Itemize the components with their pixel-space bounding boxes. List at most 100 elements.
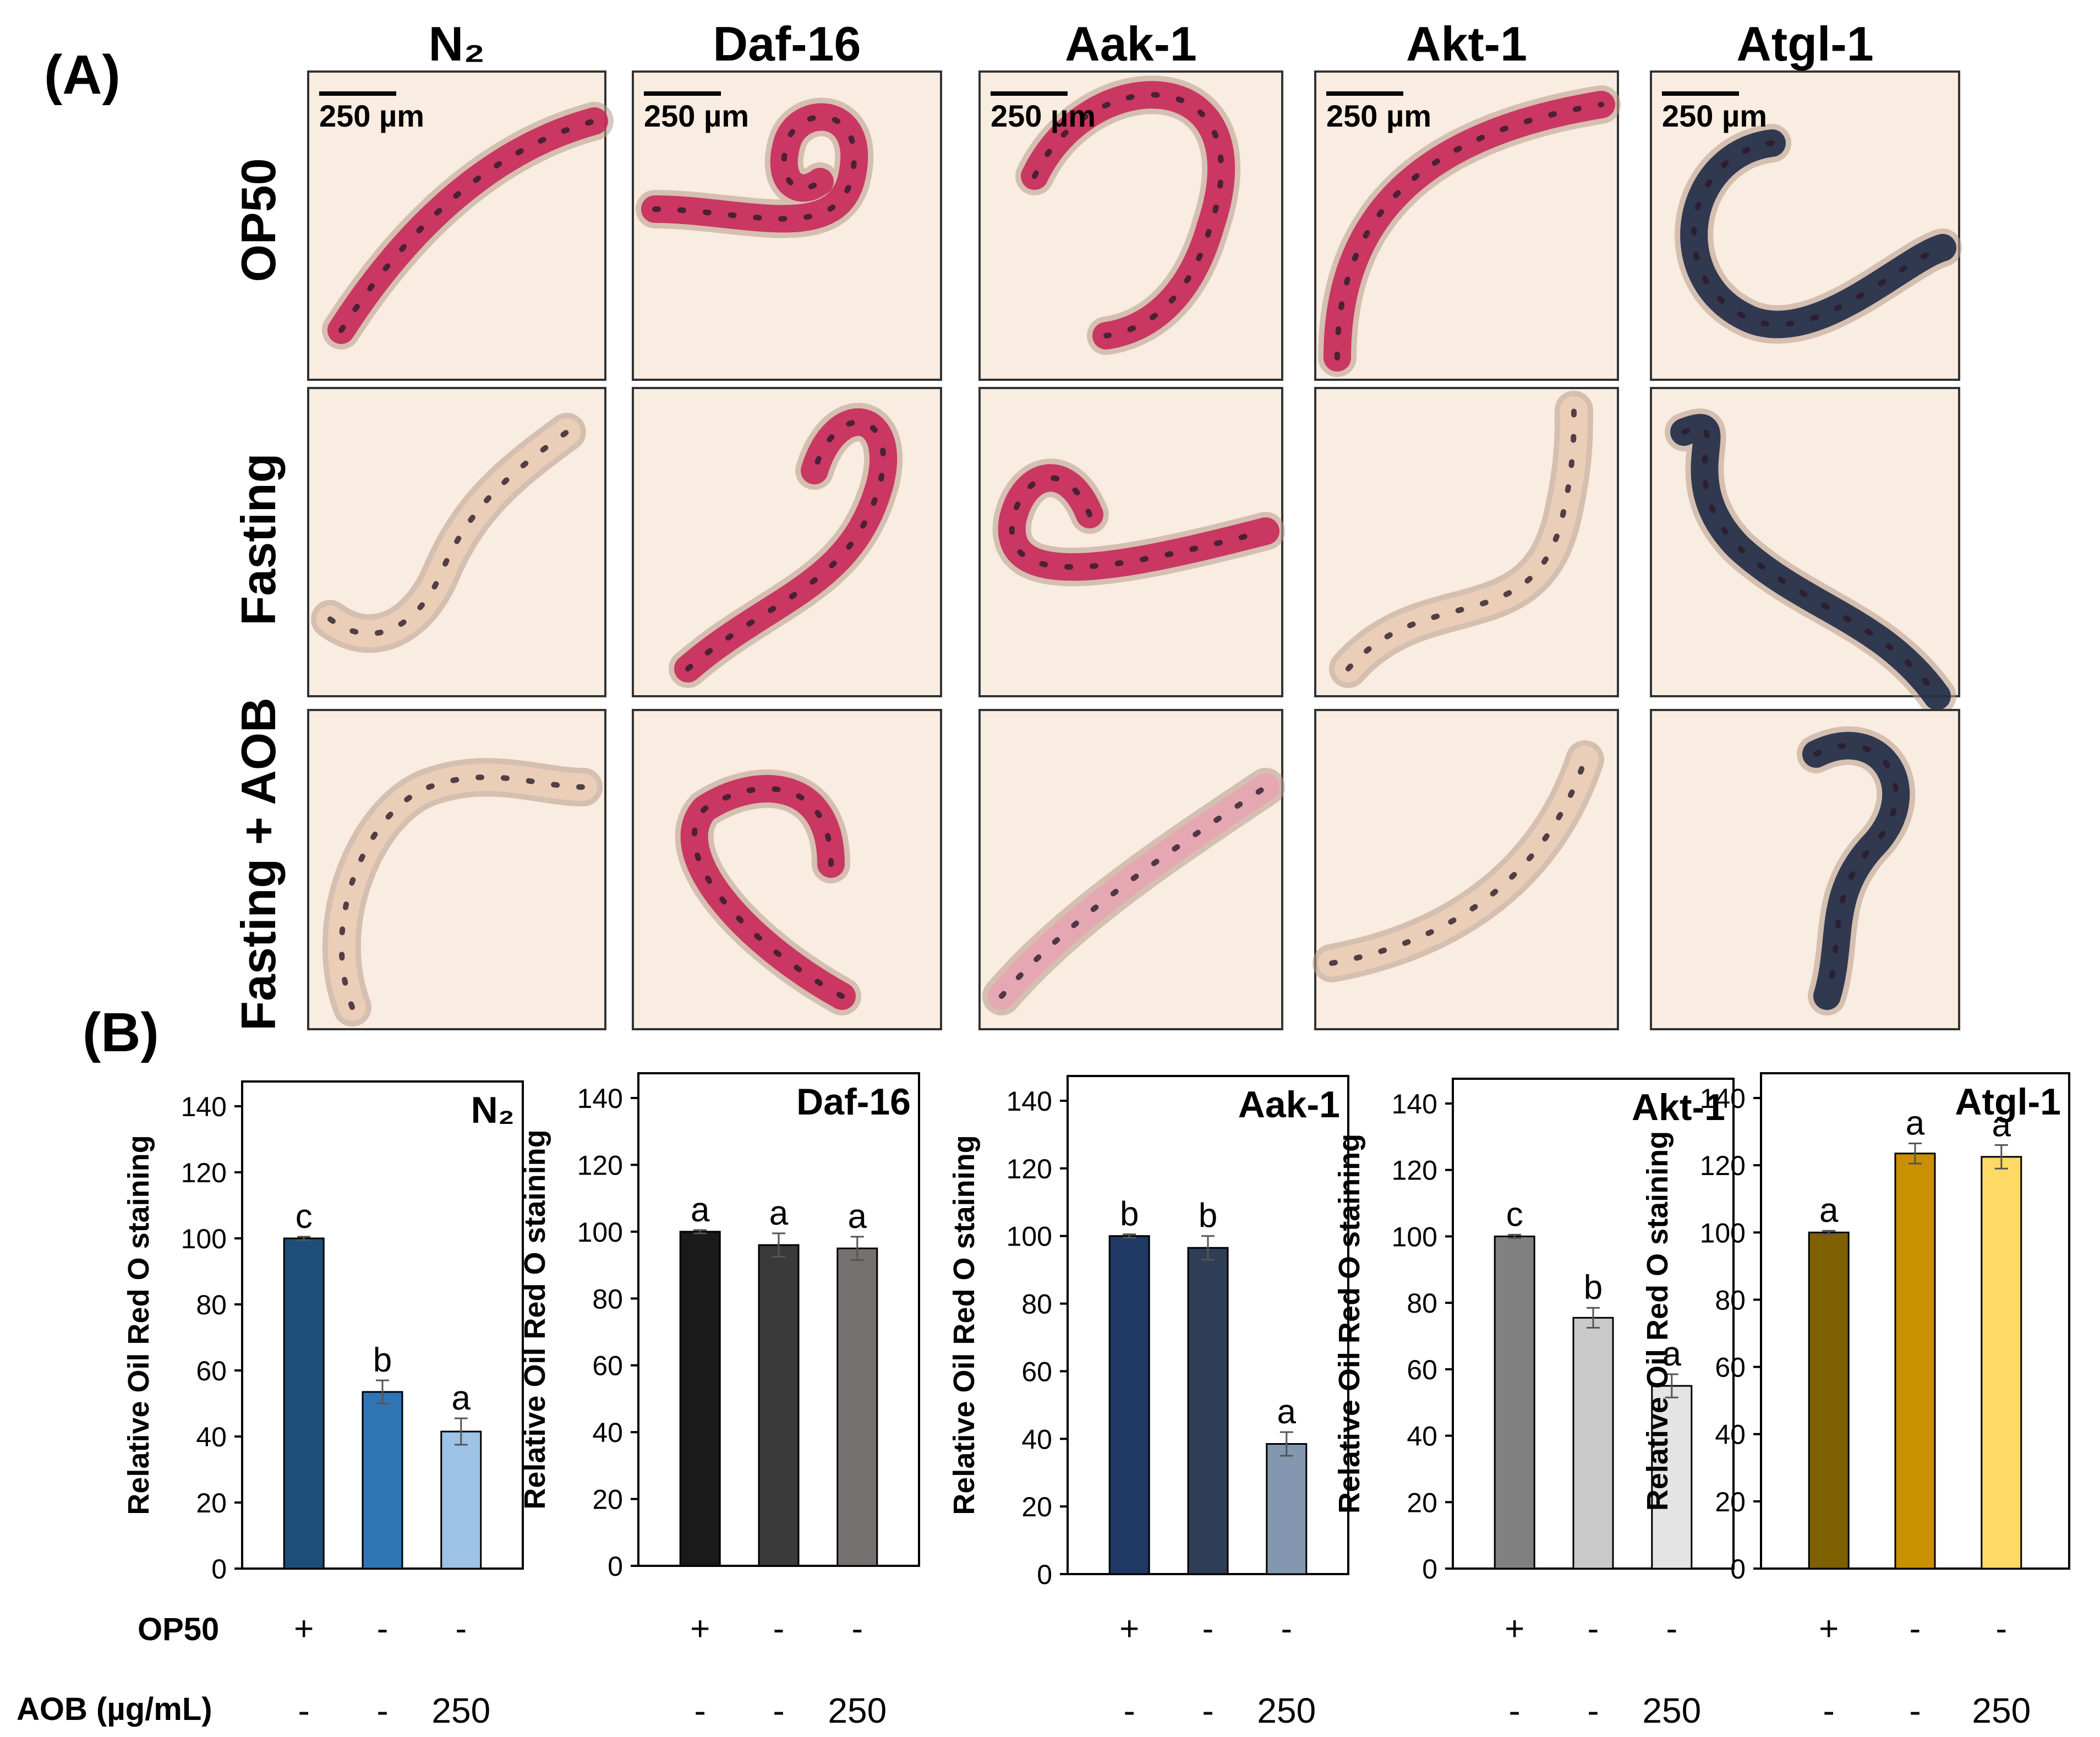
micrograph-tile xyxy=(632,709,942,1030)
y-tick-label: 0 xyxy=(1422,1554,1437,1585)
bar-chart: N₂ 0 20 40 60 80 100 120 140 Relative Oil Red O s… xyxy=(122,1080,524,1730)
significance-letter: c xyxy=(296,1198,313,1236)
aob-value: - xyxy=(376,1691,388,1730)
worm-body xyxy=(316,418,581,648)
chart-title: Aak-1 xyxy=(1238,1084,1340,1126)
op50-sign: - xyxy=(1910,1610,1921,1648)
op50-sign: - xyxy=(1666,1610,1677,1648)
y-tick-label: 120 xyxy=(181,1157,227,1188)
significance-letter: b xyxy=(1120,1195,1139,1233)
condition-label: Fasting + AOB xyxy=(231,697,286,1030)
y-tick-label: 0 xyxy=(211,1554,227,1585)
bar xyxy=(1187,1247,1229,1575)
aob-value: 250 xyxy=(828,1691,887,1730)
lipid-droplets xyxy=(652,114,857,222)
op50-sign: + xyxy=(294,1610,314,1648)
y-tick-label: 0 xyxy=(1730,1554,1746,1585)
op50-sign: + xyxy=(690,1610,710,1648)
lipid-droplets xyxy=(1681,425,1940,699)
aob-value: 250 xyxy=(431,1691,490,1730)
chart-title: N₂ xyxy=(471,1089,515,1131)
bar xyxy=(758,1244,800,1567)
y-tick-label: 120 xyxy=(1007,1154,1052,1184)
significance-letter: c xyxy=(1506,1195,1523,1233)
micrograph-tile xyxy=(978,709,1285,1030)
significance-letter: b xyxy=(1584,1269,1603,1307)
scale-bar-label: 250 µm xyxy=(644,99,749,133)
significance-letter: b xyxy=(373,1341,392,1379)
strain-header: Daf-16 xyxy=(713,17,861,71)
significance-letter: a xyxy=(1906,1104,1925,1142)
micrograph-tile xyxy=(632,387,942,697)
y-tick-label: 140 xyxy=(1392,1089,1437,1119)
y-tick-label: 40 xyxy=(1407,1421,1437,1452)
lipid-droplets xyxy=(1335,102,1604,360)
y-tick-label: 100 xyxy=(577,1217,623,1248)
y-tick-label: 140 xyxy=(1700,1083,1746,1114)
condition-label: OP50 xyxy=(231,158,286,282)
y-tick-label: 100 xyxy=(181,1223,227,1254)
op50-row-label: OP50 xyxy=(138,1612,219,1647)
strain-header: Atgl-1 xyxy=(1736,17,1873,71)
y-tick-label: 80 xyxy=(196,1290,227,1320)
bar-charts: N₂ 0 20 40 60 80 100 120 140 Relative Oil Red O s… xyxy=(122,1072,2070,1730)
bar xyxy=(283,1237,325,1570)
op50-sign: - xyxy=(851,1610,863,1648)
op50-sign: - xyxy=(1281,1610,1292,1648)
scale-bar-label: 250 µm xyxy=(1326,99,1431,133)
lipid-droplets xyxy=(1329,757,1588,966)
strain-header: N₂ xyxy=(429,17,485,71)
y-tick-label: 0 xyxy=(608,1551,623,1582)
y-tick-label: 40 xyxy=(592,1417,623,1448)
bar xyxy=(362,1391,403,1570)
aob-value: - xyxy=(298,1691,310,1730)
significance-letter: a xyxy=(769,1194,789,1232)
micrograph-tile xyxy=(307,387,606,697)
y-tick-label: 20 xyxy=(592,1484,623,1515)
scale-bar-label: 250 µm xyxy=(319,99,424,133)
y-tick-label: 60 xyxy=(1407,1354,1437,1385)
aob-value: - xyxy=(1124,1691,1135,1730)
significance-letter: a xyxy=(1277,1393,1297,1431)
y-axis-label: Relative Oil Red O staining xyxy=(1641,1131,1674,1511)
bar xyxy=(836,1247,878,1567)
strain-header: Akt-1 xyxy=(1406,17,1527,71)
y-tick-label: 120 xyxy=(1392,1155,1437,1186)
y-tick-label: 60 xyxy=(1021,1356,1052,1387)
bar xyxy=(1572,1317,1614,1570)
lipid-droplets xyxy=(1346,407,1577,671)
op50-sign: - xyxy=(1588,1610,1599,1648)
bar-chart: Aak-1 0 20 40 60 80 100 120 140 Relative Oil Red … xyxy=(948,1075,1349,1730)
aob-value: 250 xyxy=(1972,1691,2031,1730)
aob-value: 250 xyxy=(1257,1691,1316,1730)
y-axis-label: Relative Oil Red O staining xyxy=(518,1129,551,1509)
op50-sign: - xyxy=(773,1610,785,1648)
lipid-droplets xyxy=(338,774,586,1010)
y-tick-label: 100 xyxy=(1700,1217,1746,1248)
y-tick-label: 80 xyxy=(1715,1285,1746,1315)
aob-value: - xyxy=(1587,1691,1599,1730)
bar xyxy=(1266,1443,1308,1575)
aob-value: - xyxy=(1202,1691,1213,1730)
panel-a-label: (A) xyxy=(44,44,121,106)
micrograph-tile: 250 µm xyxy=(1314,70,1621,381)
scale-bar-label: 250 µm xyxy=(1662,99,1767,133)
y-tick-label: 120 xyxy=(577,1150,623,1181)
significance-letter: a xyxy=(1992,1106,2011,1144)
aob-value: - xyxy=(1909,1691,1921,1730)
significance-letter: a xyxy=(1819,1192,1839,1230)
y-tick-label: 20 xyxy=(1407,1487,1437,1518)
y-tick-label: 20 xyxy=(1021,1492,1052,1522)
op50-sign: + xyxy=(1119,1610,1139,1648)
bar-chart: Atgl-1 0 20 40 60 80 100 120 140 Relative Oil Red… xyxy=(1641,1072,2070,1730)
y-tick-label: 60 xyxy=(196,1356,227,1386)
y-axis-label: Relative Oil Red O staining xyxy=(122,1135,155,1515)
lipid-droplets xyxy=(1009,475,1268,570)
aob-value: - xyxy=(1823,1691,1835,1730)
y-tick-label: 0 xyxy=(1037,1559,1052,1590)
bar-chart: Daf-16 0 20 40 60 80 100 120 140 Relative Oil Red… xyxy=(518,1072,920,1730)
condition-label: Fasting xyxy=(231,454,286,626)
scale-bar-label: 250 µm xyxy=(991,99,1096,133)
y-tick-label: 80 xyxy=(1407,1288,1437,1319)
